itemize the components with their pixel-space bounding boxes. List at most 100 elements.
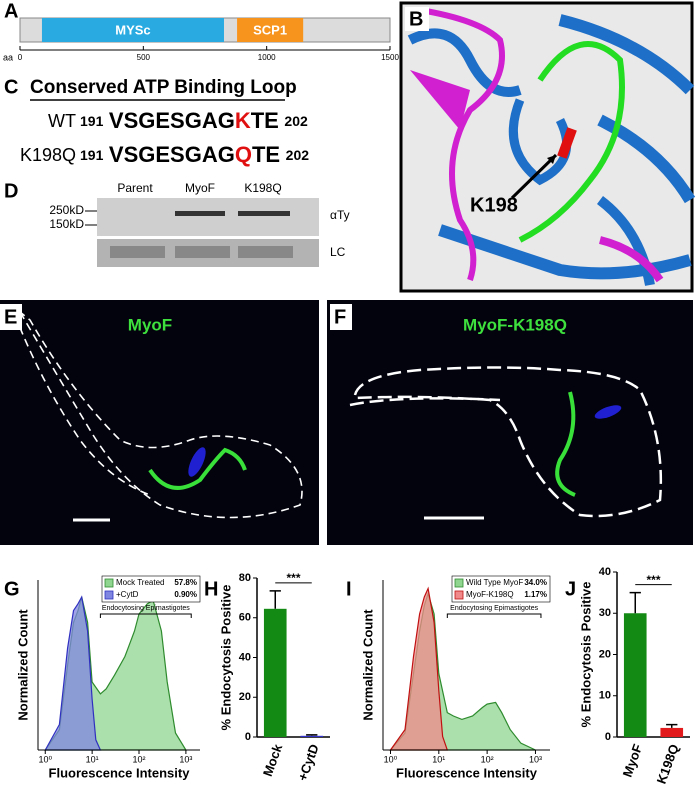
panel-title: MyoF — [128, 315, 172, 334]
legend-stat: 34.0% — [524, 578, 547, 587]
gate — [446, 613, 542, 618]
sequence: 191 VSGESGAGKTE 202 — [80, 108, 308, 133]
gate-label: Endocytosing Epimastigotes — [102, 605, 190, 612]
y-tick-label: 0 — [605, 731, 611, 743]
x-tick-label: 500 — [137, 53, 151, 62]
panel-label: G — [4, 578, 20, 600]
error-bar — [306, 734, 318, 736]
domain-name: MYSc — [115, 22, 150, 37]
legend-label: MyoF-K198Q — [466, 590, 514, 599]
error-bar — [666, 723, 678, 728]
legend-box — [101, 575, 201, 603]
x-tick-label: 10³ — [529, 754, 542, 764]
x-tick-label: Mock — [260, 741, 286, 778]
y-tick-label: 80 — [239, 572, 251, 584]
panel-label-box — [0, 304, 22, 330]
lane-label: MyoF — [185, 181, 215, 195]
y-tick-label: 0 — [245, 731, 251, 743]
legend-label: Wild Type MyoF — [466, 578, 523, 587]
micrograph-e — [0, 300, 319, 545]
y-tick-label: 60 — [239, 612, 251, 624]
western-blot — [85, 198, 319, 267]
variant-name: WT — [48, 111, 76, 131]
panel-label: C — [4, 76, 18, 98]
panel-label: E — [4, 306, 17, 328]
x-tick-label: 10² — [481, 754, 494, 764]
title: Conserved ATP Binding Loop — [30, 77, 297, 98]
legend-stat: 1.17% — [524, 590, 547, 599]
legend-label: +CytD — [116, 590, 139, 599]
gate — [99, 613, 192, 618]
y-tick-label: 20 — [599, 648, 611, 660]
legend-label: Mock Treated — [116, 578, 164, 587]
micrograph-f — [327, 300, 693, 545]
gate-label: Endocytosing Epimastigotes — [450, 605, 538, 612]
sequence-part: 202 — [284, 113, 308, 129]
x-tick-label: 10¹ — [86, 754, 99, 764]
significance: *** — [286, 571, 300, 585]
error-bar — [269, 590, 281, 609]
sequence-part: 191 — [80, 113, 104, 129]
legend-stat: 0.90% — [174, 590, 197, 599]
error-bar — [629, 591, 641, 614]
panel-label-box — [330, 304, 352, 330]
x-tick-label: 10³ — [179, 754, 192, 764]
y-tick-label: 20 — [239, 691, 251, 703]
panel-label: A — [4, 0, 18, 22]
y-tick-label: 10 — [599, 690, 611, 702]
panel-label: D — [4, 180, 18, 202]
legend-stat: 57.8% — [174, 578, 197, 587]
lane-label: Parent — [117, 181, 153, 195]
sequence: 191 VSGESGAGQTE 202 — [80, 142, 309, 167]
bar — [623, 613, 647, 737]
marker-label: 250kD — [49, 203, 84, 217]
row-label: αTy — [330, 208, 350, 222]
y-tick-label: 30 — [599, 607, 611, 619]
sequence-part: 202 — [286, 147, 310, 163]
x-tick-label: MyoF — [620, 742, 646, 779]
x-tick-label: 10² — [133, 754, 146, 764]
histogram-area — [44, 595, 102, 751]
y-axis-label: Normalized Count — [15, 609, 30, 721]
y-axis-label: % Endocytosis Positive — [218, 585, 233, 731]
marker-label: 150kD — [49, 217, 84, 231]
sequence-part: VSGESGAG — [109, 142, 235, 167]
y-tick-label: 40 — [239, 651, 251, 663]
sequence-part: K — [235, 108, 251, 133]
row-label: LC — [330, 245, 346, 259]
bar — [660, 727, 684, 737]
panel-label: H — [204, 578, 218, 600]
x-axis-label: Fluorescence Intensity — [396, 765, 538, 780]
x-tick-label: 10¹ — [432, 754, 445, 764]
bar — [263, 608, 287, 737]
x-tick-label: 10⁰ — [384, 754, 398, 764]
significance: *** — [646, 573, 660, 587]
domain-name: SCP1 — [253, 22, 287, 37]
legend-swatch — [454, 590, 464, 600]
domain — [41, 18, 224, 42]
structure-image — [399, 1, 696, 293]
panel-label: F — [334, 306, 346, 328]
panel-title: MyoF-K198Q — [463, 315, 567, 334]
legend-swatch — [104, 578, 114, 588]
sequence-part: TE — [251, 108, 279, 133]
y-tick-label: 40 — [599, 566, 611, 578]
legend-box — [451, 575, 551, 603]
legend-swatch — [104, 590, 114, 600]
y-axis-label: % Endocytosis Positive — [578, 582, 593, 728]
domain — [237, 18, 304, 42]
y-axis-label: Normalized Count — [360, 609, 375, 721]
x-tick-label: 0 — [18, 53, 23, 62]
x-tick-label: 10⁰ — [38, 754, 52, 764]
x-tick-label: +CytD — [295, 742, 322, 783]
axis-label: aa — [3, 52, 13, 62]
sequence-part: Q — [235, 142, 252, 167]
lane-label: K198Q — [244, 181, 281, 195]
panel-label: J — [565, 578, 576, 600]
panel-label: I — [346, 578, 352, 600]
bar — [300, 735, 324, 737]
legend-swatch — [454, 578, 464, 588]
variant-name: K198Q — [20, 145, 76, 165]
